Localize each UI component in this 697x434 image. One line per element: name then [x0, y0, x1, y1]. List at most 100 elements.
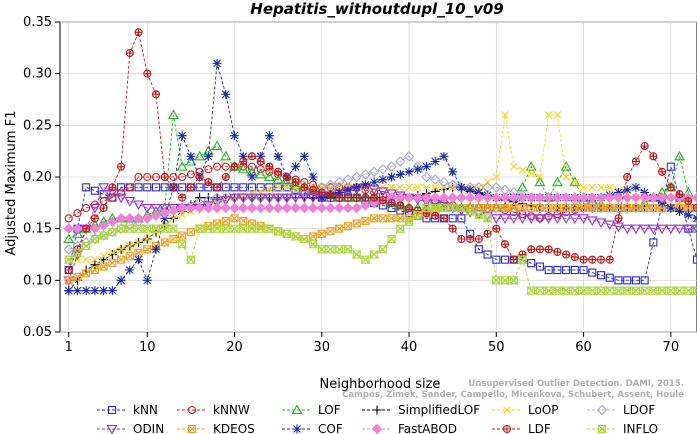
series-kdeos-point	[483, 203, 492, 213]
series-lof-point	[72, 228, 83, 238]
legend-item-knn-marker	[107, 405, 117, 415]
series-fastabod-point	[72, 223, 83, 234]
series-inflo-point	[684, 285, 693, 296]
series-simplifiedlof-point	[107, 250, 117, 259]
series-lof-point	[281, 176, 293, 187]
series-inflo-point	[168, 223, 179, 234]
legend-item-loop-marker	[503, 406, 511, 414]
series-cof-point	[369, 177, 379, 187]
series-cof-point	[343, 185, 353, 195]
series-fastabod-point	[639, 192, 650, 203]
series-lof-point	[237, 163, 249, 174]
series-odin-point	[508, 214, 520, 224]
series-inflo-point	[683, 285, 694, 296]
series-kdeos-point	[527, 203, 536, 213]
series-ldof-point	[80, 237, 92, 248]
series-ldf-point	[326, 191, 335, 200]
series-fastabod-point	[665, 192, 677, 203]
series-inflo-point	[604, 285, 615, 296]
series-knn-point	[178, 183, 187, 192]
series-cof-point	[352, 182, 362, 192]
series-ldf-point	[160, 172, 169, 182]
series-fastabod-point	[587, 192, 598, 203]
series-knn-point	[535, 262, 544, 271]
series-knnw-point	[256, 165, 265, 174]
series-kdeos-point	[623, 203, 632, 213]
series-kdeos-point	[536, 204, 544, 212]
series-kdeos-point	[143, 245, 152, 254]
legend-item-cof-marker	[292, 424, 302, 434]
series-loop-point	[143, 235, 152, 243]
series-odin-point	[639, 224, 651, 235]
series-ldof-point	[333, 176, 345, 188]
series-ldf-point	[187, 183, 195, 191]
series-inflo-point	[588, 285, 597, 296]
series-fastabod-point	[63, 223, 75, 234]
series-odin-point	[307, 193, 319, 204]
legend-item-loop-label: LoOP	[528, 403, 559, 417]
series-inflo-point	[509, 275, 518, 286]
series-loop-point	[536, 173, 544, 181]
series-loop-point	[588, 183, 597, 192]
series-kdeos-point	[343, 222, 353, 231]
series-kdeos-point	[649, 203, 658, 213]
series-ldf-point	[448, 224, 457, 233]
series-kdeos-point	[570, 203, 579, 213]
series-loop-point	[570, 178, 579, 187]
series-kdeos-point	[186, 228, 195, 237]
series-inflo-point	[500, 275, 510, 286]
series-knn-point	[614, 276, 623, 285]
series-cof-point	[81, 286, 91, 296]
series-fastabod-point	[281, 202, 293, 214]
series-knn-point	[500, 255, 510, 264]
series-ldf-point	[196, 173, 204, 181]
series-cof-point	[177, 131, 187, 141]
series-inflo-point	[535, 285, 545, 296]
series-fastabod-point	[525, 192, 537, 203]
series-knn-point	[221, 183, 230, 192]
series-cof-point	[81, 286, 91, 296]
series-fastabod-point	[604, 192, 616, 203]
series-cof-point	[64, 286, 74, 296]
series-fastabod-point	[691, 192, 697, 203]
series-kdeos-point	[317, 229, 326, 238]
series-inflo-point	[378, 244, 387, 255]
legend-item-inflo-marker	[597, 424, 607, 434]
series-odin-point	[630, 224, 642, 235]
series-ldf-point	[439, 214, 448, 223]
series-ldf-point	[117, 162, 126, 171]
series-knn-point	[82, 183, 91, 192]
series-cof-point	[264, 131, 274, 141]
series-inflo-point	[639, 285, 650, 296]
series-ldf-point	[379, 196, 387, 204]
series-kdeos-point	[326, 227, 335, 236]
series-inflo-point	[665, 285, 676, 296]
series-fastabod-point	[499, 192, 511, 203]
series-cof-point	[465, 185, 475, 195]
series-odin-point	[89, 203, 101, 214]
series-lof-point	[237, 163, 249, 174]
series-fastabod-point	[630, 192, 642, 203]
series-odin-point	[211, 198, 223, 209]
series-inflo-point	[562, 285, 571, 296]
series-kdeos-point	[82, 269, 91, 278]
series-fastabod-point	[325, 202, 336, 214]
series-ldof-point	[447, 179, 458, 191]
series-inflo-point	[81, 241, 92, 251]
series-kdeos-point	[239, 217, 248, 225]
series-odin-point	[674, 224, 685, 235]
series-inflo-point	[447, 203, 458, 213]
series-kdeos-point	[483, 203, 492, 213]
series-fastabod-point	[595, 192, 607, 203]
series-ldf-point	[571, 253, 579, 261]
series-kdeos-point	[125, 252, 134, 261]
series-fastabod-point	[691, 192, 697, 203]
series-ldf-point	[125, 48, 134, 58]
series-simplifiedlof-point	[90, 260, 100, 270]
series-ldf-point	[640, 141, 649, 151]
series-knnw-point	[221, 162, 230, 171]
series-cof-point	[107, 286, 117, 296]
series-knnw-point	[213, 162, 222, 171]
series-odin-point	[586, 216, 598, 227]
series-odin-point	[159, 203, 171, 214]
